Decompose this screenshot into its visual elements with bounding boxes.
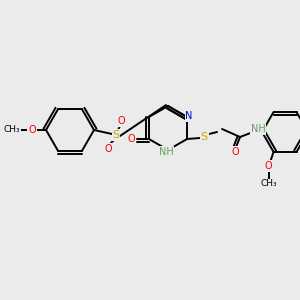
- Text: S: S: [112, 130, 120, 140]
- Text: O: O: [104, 144, 112, 154]
- Text: O: O: [117, 116, 125, 126]
- Text: O: O: [231, 147, 239, 157]
- Text: N: N: [185, 111, 193, 121]
- Text: S: S: [200, 132, 208, 142]
- Text: NH: NH: [159, 147, 173, 157]
- Text: CH₃: CH₃: [260, 179, 277, 188]
- Text: O: O: [265, 161, 272, 171]
- Text: NH: NH: [251, 124, 266, 134]
- Text: CH₃: CH₃: [4, 125, 20, 134]
- Text: O: O: [127, 134, 135, 144]
- Text: O: O: [28, 125, 36, 135]
